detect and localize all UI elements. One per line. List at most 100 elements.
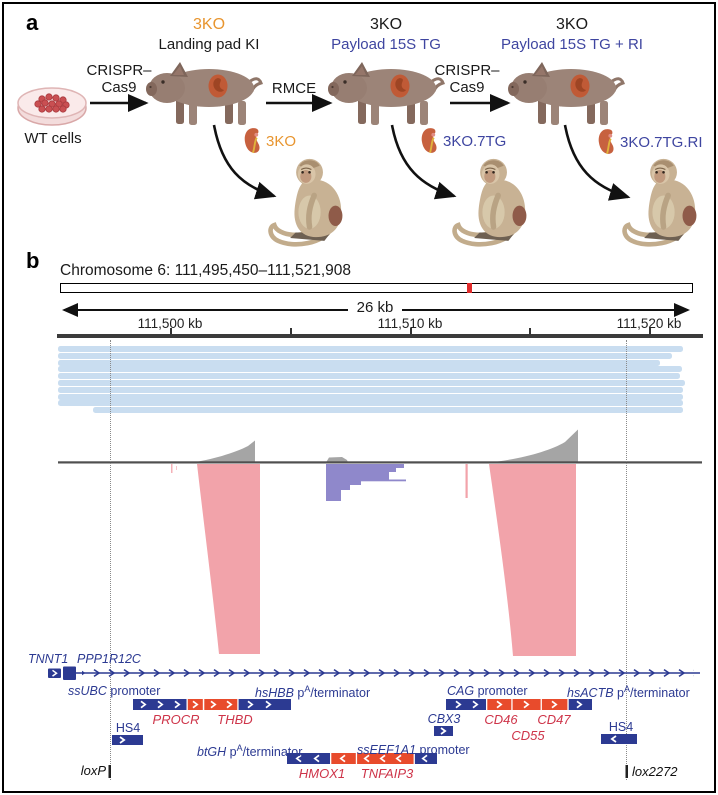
wt-cells-label: WT cells [24, 130, 82, 147]
gene-label-ppp1r12c: PPP1R12C [77, 652, 141, 666]
label-loxp: loxP [80, 763, 106, 778]
lox2272-tick [625, 765, 628, 778]
stage3-title-payload: Payload 15S TG + RI [501, 36, 643, 53]
stage2-title-payload: Payload 15S TG [331, 36, 441, 53]
btgh-rest: /terminator [242, 745, 303, 760]
panel-b-label: b [26, 248, 40, 273]
loxp-tick [108, 765, 111, 778]
cbx3-box [434, 726, 453, 736]
sseef1a1-rest: promoter [416, 743, 470, 757]
gene-label-procr: PROCR [152, 712, 200, 727]
arrow-transplant-1 [212, 124, 277, 200]
gene-label-cd46: CD46 [484, 712, 518, 727]
ruler-tick [290, 328, 292, 336]
label-cag-promoter: CAG promoter [447, 684, 528, 698]
crispr-label-1-line1: CRISPR– [86, 62, 152, 79]
read-bar [58, 346, 683, 352]
gene-track-arrows [82, 666, 694, 680]
scale-label: 26 kb [352, 299, 398, 316]
crispr-label-1: CRISPR– Cas9 [86, 62, 151, 96]
hsactb-rest: /terminator [630, 686, 690, 701]
dotted-guide-lox2272 [626, 340, 627, 780]
cassette-bar-2 [446, 699, 592, 710]
arrow-transplant-2 [390, 124, 457, 200]
pink-thin-line [465, 464, 468, 498]
ruler-tick [529, 328, 531, 336]
hshbb-gene: hsHBB [255, 686, 294, 701]
ruler-tick [649, 328, 651, 336]
annotation-track [48, 666, 700, 778]
coord-tick-3: 111,520 kb [616, 316, 682, 331]
stage3-title-3ko: 3KO [555, 16, 589, 33]
read-bar [93, 407, 683, 413]
scale-arrow [62, 303, 690, 317]
dotted-guide-loxp [110, 340, 111, 780]
chromosome-ideogram [60, 283, 693, 293]
read-bar [58, 360, 660, 366]
coverage-axis-line [58, 461, 702, 464]
gene-label-thbd: THBD [217, 712, 253, 727]
rmce-label: RMCE [271, 80, 317, 97]
panel-a-arrows [90, 93, 631, 201]
label-hsactb-terminator: hsACTB pA/terminator [567, 684, 690, 700]
read-bar [58, 387, 683, 393]
ruler-line [57, 334, 703, 338]
hs4-box-left [112, 735, 143, 745]
locus-marker [467, 283, 472, 293]
tnnt1-exon [48, 668, 61, 678]
btgh-sup: A [236, 743, 243, 753]
cassette-bar-3 [287, 753, 437, 764]
gene-label-cbx3: CBX3 [427, 712, 461, 726]
ppp1r12c-exon [63, 666, 76, 680]
read-bar [58, 400, 683, 406]
gene-label-hmox1: HMOX1 [298, 766, 346, 781]
gene-label-cd47: CD47 [537, 712, 571, 727]
crispr-label-2-line2: Cas9 [449, 79, 485, 96]
stage1-title-3ko: 3KO [192, 16, 226, 33]
read-bar [58, 394, 683, 400]
btgh-gene: btGH [197, 745, 227, 760]
cassette-bar-1 [133, 699, 291, 710]
sseef1a1-gene: ssEEF1A1 [357, 743, 417, 757]
cag-rest: promoter [474, 684, 528, 698]
label-lox2272: lox2272 [632, 764, 678, 779]
gene-label-cd55: CD55 [511, 728, 545, 743]
read-bar [58, 380, 685, 386]
coord-tick-1: 111,500 kb [137, 316, 203, 331]
crispr-label-2-line1: CRISPR– [434, 62, 500, 79]
purple-thin-line [348, 479, 406, 482]
coord-tick-2: 111,510 kb [377, 316, 443, 331]
ssubc-gene: ssUBC [68, 684, 107, 698]
pink-speck [171, 464, 173, 473]
coverage-track [58, 429, 702, 656]
hshbb-p: p [293, 686, 305, 701]
kidney-label-1: 3KO [266, 133, 297, 150]
ssubc-rest: promoter [106, 684, 161, 698]
locus-title: Chromosome 6: 111,495,450–111,521,908 [60, 262, 351, 279]
label-ssubc-promoter: ssUBC promoter [68, 684, 160, 698]
read-bar [58, 373, 680, 379]
kidney-label-2: 3KO.7TG [443, 133, 507, 150]
hsactb-gene: hsACTB [567, 686, 614, 701]
btgh-p: p [226, 745, 237, 760]
ruler-tick [410, 328, 412, 336]
petri-dish-icon [17, 87, 87, 126]
read-bar [58, 353, 672, 359]
label-btgh-terminator: btGH pA/terminator [197, 743, 302, 759]
pink-block-right [489, 464, 576, 656]
hshbb-rest: /terminator [310, 686, 371, 701]
label-hs4-right: HS4 [608, 720, 634, 734]
arrow-transplant-3 [563, 124, 631, 201]
pink-block-left [197, 464, 260, 654]
gray-coverage-peak-right [488, 429, 578, 463]
gene-label-tnfaip3: TNFAIP3 [360, 766, 414, 781]
read-bar [58, 366, 682, 372]
label-hshbb-terminator: hsHBB pA/terminator [255, 684, 370, 700]
kidney-label-3: 3KO.7TG.RI [620, 134, 703, 151]
pink-speck [176, 466, 177, 470]
crispr-label-2: CRISPR– Cas9 [434, 62, 499, 96]
hs4-box-right [601, 734, 637, 744]
gray-coverage-peak-left [192, 440, 255, 463]
cag-gene: CAG [447, 684, 475, 698]
